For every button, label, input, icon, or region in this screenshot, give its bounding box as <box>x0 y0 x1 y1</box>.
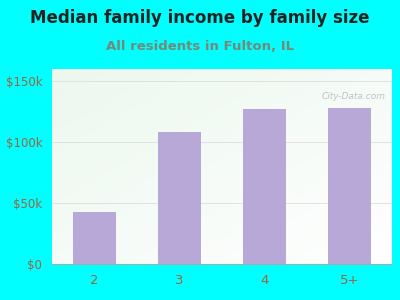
Bar <box>243 109 286 264</box>
Text: All residents in Fulton, IL: All residents in Fulton, IL <box>106 40 294 53</box>
Bar <box>158 132 201 264</box>
Text: City-Data.com: City-Data.com <box>321 92 385 101</box>
Bar <box>73 212 116 264</box>
Bar <box>328 108 371 264</box>
Text: Median family income by family size: Median family income by family size <box>30 9 370 27</box>
